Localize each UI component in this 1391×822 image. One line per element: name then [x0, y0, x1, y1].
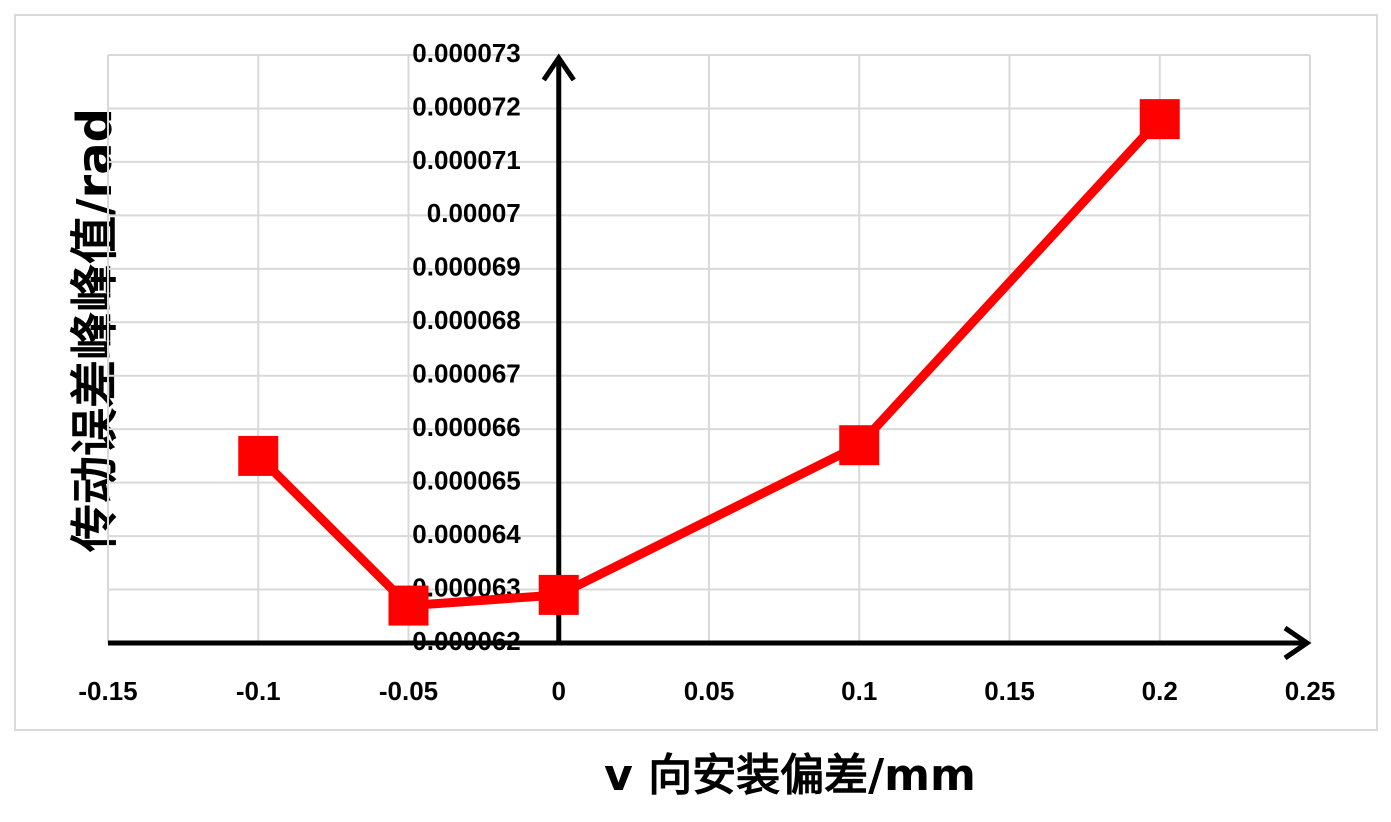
y-tick-label: 0.000065	[412, 466, 520, 496]
x-axis-arrow	[1283, 625, 1312, 661]
y-axis-label: 传动误差峰峰值/rad	[67, 108, 123, 553]
y-tick-label: 0.000069	[412, 252, 520, 282]
y-tick-label: 0.00007	[427, 198, 521, 228]
x-tick-label: 0.1	[841, 676, 877, 706]
y-tick-label: 0.000073	[412, 38, 520, 68]
y-tick-label: 0.000071	[412, 145, 520, 175]
y-axis-arrow	[541, 53, 576, 82]
y-tick-label: 0.000067	[412, 359, 520, 389]
data-point	[839, 425, 880, 466]
x-tick-label: 0.25	[1285, 676, 1336, 706]
y-tick-label: 0.000064	[412, 519, 521, 549]
data-point	[538, 574, 579, 615]
y-tick-label: 0.000072	[412, 91, 520, 121]
y-tick-label: 0.000068	[412, 305, 520, 335]
x-tick-label: 0	[552, 676, 566, 706]
x-tick-label: 0.15	[984, 676, 1035, 706]
x-tick-label: -0.1	[236, 676, 281, 706]
data-point	[1139, 99, 1180, 140]
data-point	[238, 435, 279, 476]
x-tick-label: 0.05	[684, 676, 735, 706]
y-tick-label: 0.000066	[412, 412, 520, 442]
x-tick-label: -0.05	[379, 676, 438, 706]
x-tick-label: -0.15	[78, 676, 137, 706]
data-point	[388, 585, 429, 626]
x-tick-label: 0.2	[1142, 676, 1178, 706]
x-axis-label: v 向安装偏差/mm	[604, 750, 976, 801]
chart-frame	[14, 14, 1378, 731]
